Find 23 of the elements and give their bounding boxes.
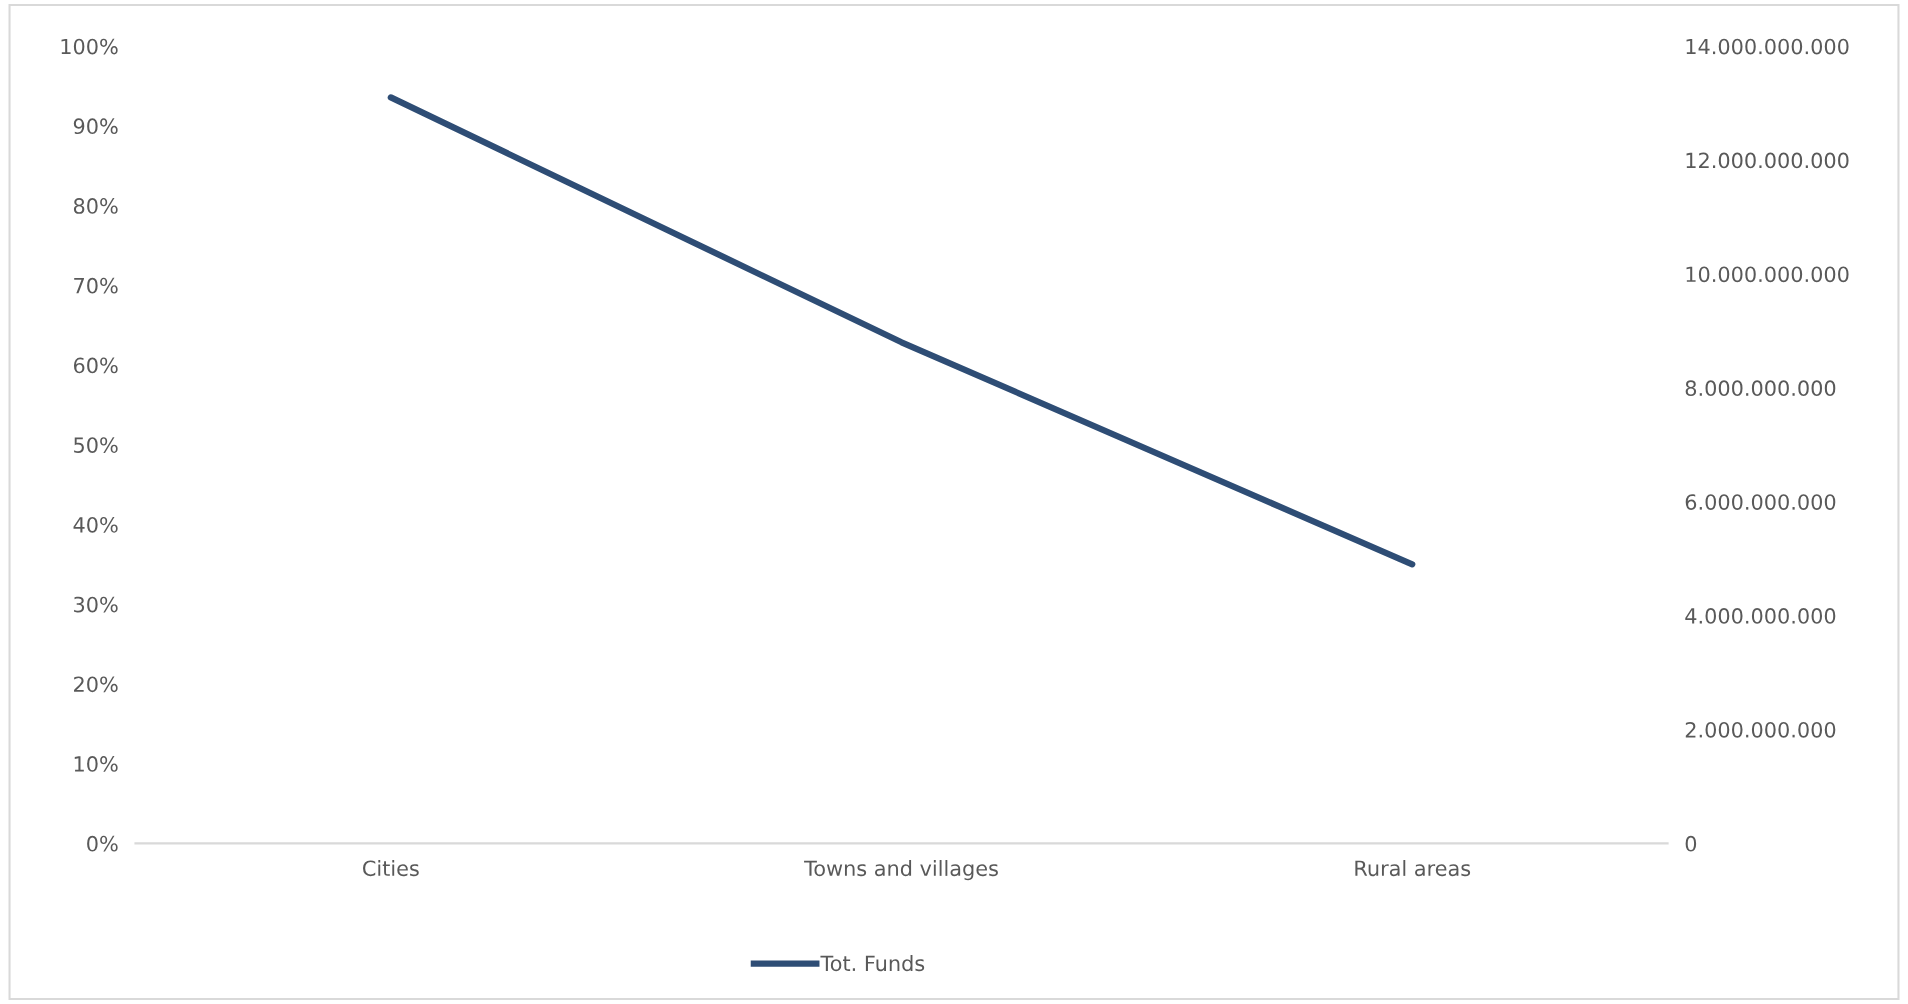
y2-tick-label: 4.000.000.000 (1685, 608, 1836, 624)
y-tick-label: 60% (73, 357, 118, 374)
y2-tick-label: 12.000.000.000 (1686, 152, 1849, 169)
y-tick-label: 40% (73, 516, 118, 533)
y-tick-label: 50% (74, 437, 118, 453)
x-tick-label: Rural areas (1355, 860, 1471, 877)
y2-tick-label: 14.000.000.000 (1686, 38, 1849, 55)
y2-tick-label: 10.000.000.000 (1686, 266, 1849, 283)
y-tick-label: 100% (61, 38, 118, 55)
y-tick-label: 10% (74, 756, 118, 772)
y-tick-label: 0% (87, 835, 118, 852)
x-tick-label: Towns and villages (804, 860, 998, 881)
y-tick-label: 80% (73, 198, 118, 214)
y-tick-label: 90% (73, 118, 118, 135)
y2-tick-label: 0 (1685, 835, 1697, 852)
y-tick-label: 30% (74, 596, 118, 613)
x-tick-label: Cities (363, 860, 419, 877)
y2-tick-label: 6.000.000.000 (1685, 494, 1836, 510)
legend-label: Tot. Funds (820, 955, 925, 972)
y-tick-label: 20% (74, 676, 118, 693)
y2-tick-label: 8.000.000.000 (1685, 380, 1836, 397)
y-tick-label: 70% (74, 277, 118, 294)
y2-tick-label: 2.000.000.000 (1685, 721, 1836, 738)
